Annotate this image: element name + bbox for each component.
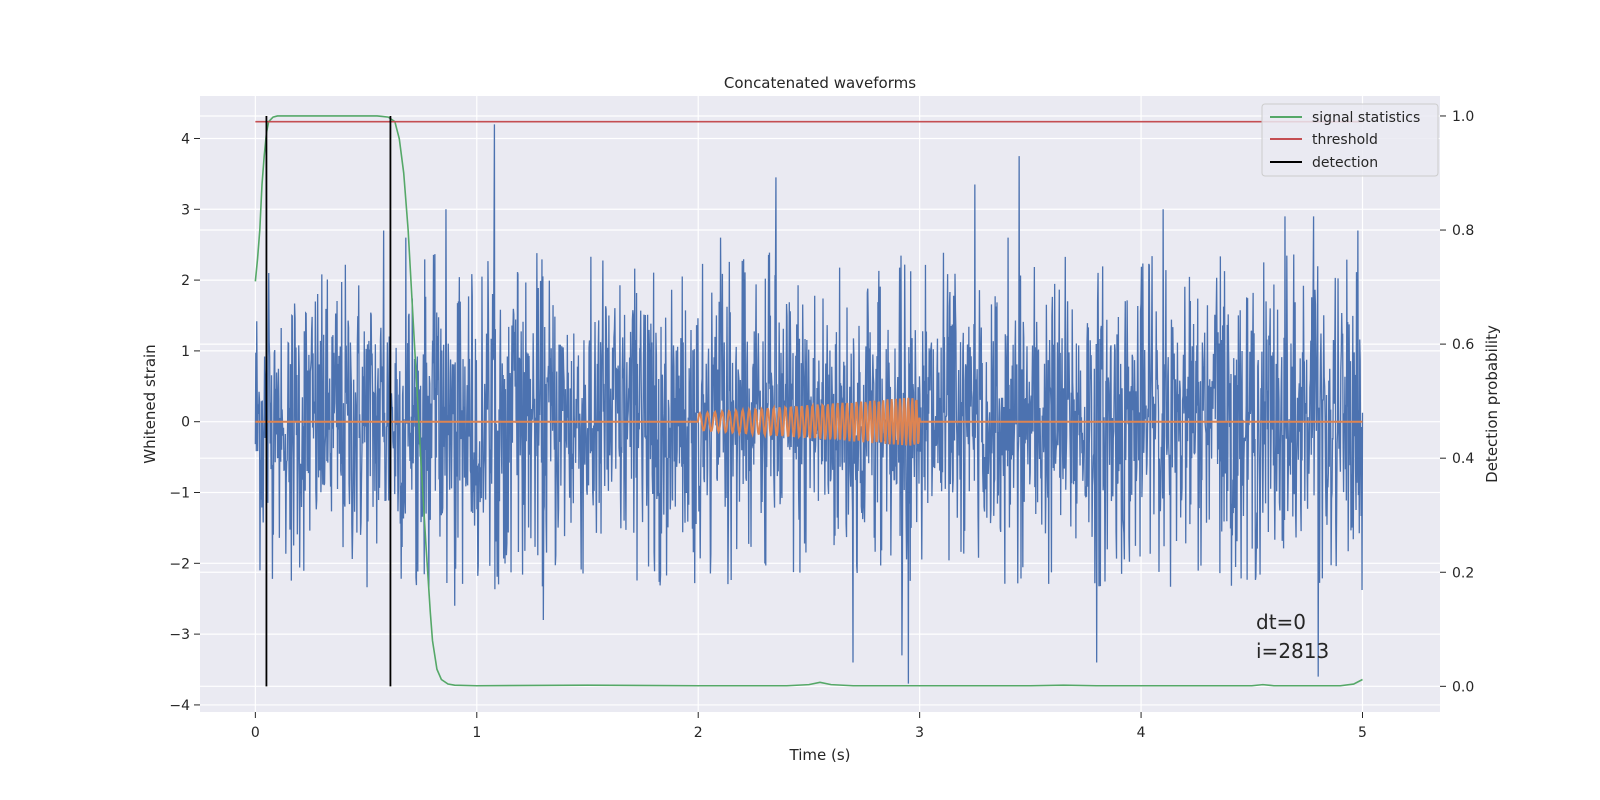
- y2-tick-label-5: 1.0: [1452, 109, 1474, 125]
- series-0: [254, 124, 1364, 684]
- y-tick-label-6: 2: [181, 273, 190, 289]
- y-tick-label-3: −1: [169, 486, 190, 502]
- x-tick-label-5: 5: [1358, 725, 1367, 741]
- legend: signal statistics threshold detection: [1261, 103, 1439, 177]
- y-tick-label-0: −4: [169, 698, 190, 714]
- x-axis-label: Time (s): [789, 746, 851, 764]
- y-axis-right: 0.0 0.2 0.4 0.6 0.8 1.0: [1440, 109, 1474, 695]
- y-tick-label-5: 1: [181, 344, 190, 360]
- y2-tick-label-0: 0.0: [1452, 679, 1474, 695]
- y2-tick-label-3: 0.6: [1452, 337, 1474, 353]
- series-2: [254, 115, 1363, 687]
- annotation-dt: dt=0: [1256, 610, 1306, 634]
- legend-label-detection: detection: [1312, 155, 1378, 171]
- chart-title: Concatenated waveforms: [724, 74, 916, 92]
- series-4: [265, 115, 392, 687]
- y2-tick-label-4: 0.8: [1452, 223, 1474, 239]
- line-signal-statistics: [254, 115, 1363, 687]
- x-tick-label-1: 1: [472, 725, 481, 741]
- annotations: dt=0 i=2813: [1256, 610, 1329, 663]
- annotation-i: i=2813: [1256, 639, 1329, 663]
- x-axis: 0 1 2 3 4 5: [251, 712, 1367, 741]
- y-axis-label: Whitened strain: [141, 344, 159, 463]
- y-tick-label-1: −3: [169, 627, 190, 643]
- y2-tick-label-2: 0.4: [1452, 451, 1474, 467]
- x-tick-label-4: 4: [1137, 725, 1146, 741]
- chirp-trace: [255, 397, 1363, 446]
- legend-box: [1261, 103, 1439, 177]
- y-axis-left: −4 −3 −2 −1 0 1 2 3 4: [169, 131, 200, 714]
- y-tick-label-4: 0: [181, 415, 190, 431]
- x-tick-label-2: 2: [694, 725, 703, 741]
- x-tick-label-3: 3: [915, 725, 924, 741]
- y-tick-label-7: 3: [181, 202, 190, 218]
- x-tick-label-0: 0: [251, 725, 260, 741]
- y2-tick-label-1: 0.2: [1452, 565, 1474, 581]
- y-tick-label-8: 4: [181, 131, 190, 147]
- noise-trace: [254, 124, 1364, 684]
- legend-label-signal-statistics: signal statistics: [1312, 110, 1420, 126]
- series-layer: [254, 115, 1364, 687]
- y-tick-label-2: −2: [169, 556, 190, 572]
- legend-label-threshold: threshold: [1312, 132, 1378, 148]
- series-1: [255, 397, 1363, 446]
- y2-axis-label: Detection probability: [1483, 325, 1501, 483]
